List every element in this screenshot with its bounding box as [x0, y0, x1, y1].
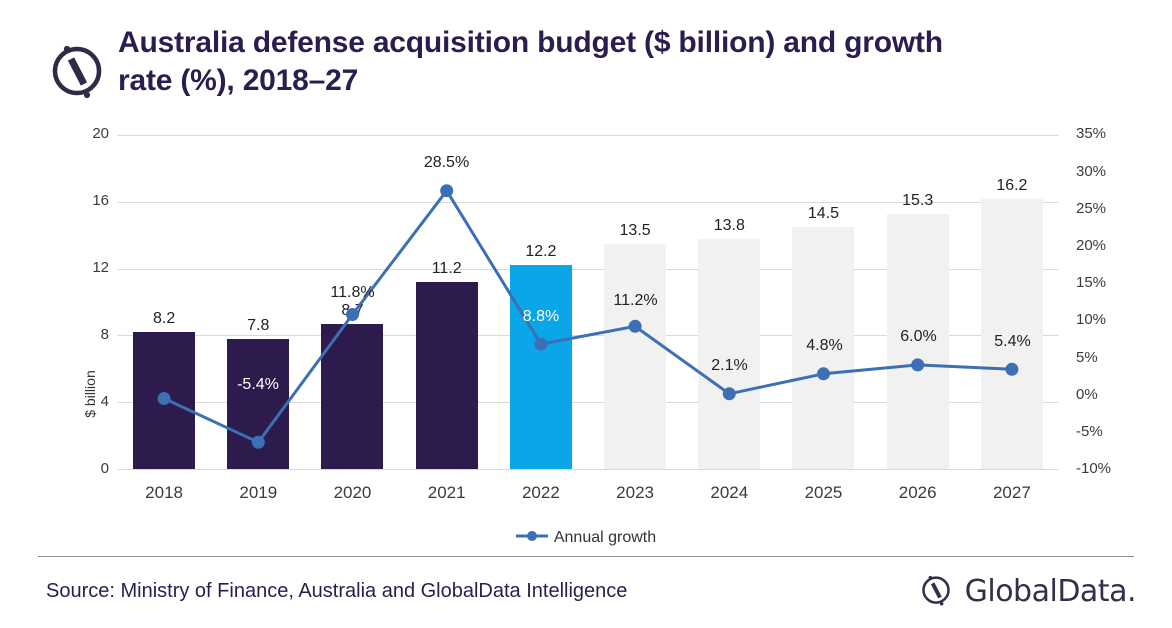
- bar-column-2026[interactable]: 15.3: [871, 135, 965, 469]
- growth-point-2021[interactable]: [440, 184, 454, 198]
- y2-tick-25: 25%: [1076, 200, 1107, 217]
- gridline-4: [117, 402, 1059, 404]
- bar-2023[interactable]: [604, 243, 666, 469]
- growth-point-2020[interactable]: [346, 308, 359, 321]
- growth-point-2027[interactable]: [1005, 362, 1019, 376]
- y2-tick-neg5: -5%: [1076, 422, 1103, 440]
- bar-2020[interactable]: [321, 323, 384, 469]
- globaldata-wordmark: GlobalData.: [964, 573, 1137, 609]
- legend-label-annual-growth[interactable]: Annual growth: [553, 529, 657, 546]
- globaldata-logo: GlobalData.: [915, 568, 1137, 615]
- growth-label-2027: 5.4%: [994, 333, 1031, 350]
- growth-label-2024: 2.1%: [711, 357, 748, 374]
- bar-column-2024[interactable]: 13.8: [682, 135, 776, 469]
- x-label-2019: 2019: [239, 483, 278, 502]
- bar-label-2025: 14.5: [807, 205, 840, 222]
- growth-point-2026[interactable]: [911, 358, 925, 372]
- chart-area: $ billion 0 4 8 12 16 20 -10% -5% 0% 5% …: [0, 118, 1172, 548]
- growth-label-2025: 4.8%: [806, 337, 843, 354]
- bar-label-2018: 8.2: [152, 310, 176, 327]
- page-title: Australia defense acquisition budget ($ …: [118, 26, 943, 97]
- y2-tick-0: 0%: [1076, 385, 1098, 403]
- growth-line-series: [157, 184, 1019, 449]
- y-tick-4: 4: [100, 393, 109, 410]
- growth-label-2019: -5.4%: [237, 376, 279, 393]
- chart-header: Australia defense acquisition budget ($ …: [0, 0, 1172, 122]
- gridline-20: [117, 135, 1059, 136]
- y2-tick-15: 15%: [1076, 274, 1107, 292]
- bar-2027[interactable]: [980, 198, 1043, 469]
- line-marker-icon: [515, 529, 548, 548]
- bar-label-2022: 12.2: [525, 243, 557, 260]
- globaldata-mark-icon: [40, 32, 114, 106]
- bar-label-2026: 15.3: [902, 192, 934, 209]
- bar-label-2019: 7.8: [247, 317, 270, 334]
- growth-label-2020: 11.8%: [330, 284, 375, 301]
- x-label-2025: 2025: [804, 483, 843, 502]
- growth-label-2022: 8.8%: [522, 308, 560, 325]
- bar-column-2022[interactable]: 12.2: [494, 135, 588, 469]
- x-label-2024: 2024: [710, 483, 749, 502]
- x-label-2023: 2023: [616, 483, 654, 502]
- growth-point-2022[interactable]: [534, 337, 548, 351]
- growth-label-2021: 28.5%: [423, 154, 470, 171]
- y-tick-12: 12: [92, 259, 109, 276]
- bar-label-2021: 11.2: [431, 260, 462, 277]
- source-note: Source: Ministry of Finance, Australia a…: [46, 580, 628, 602]
- x-label-2021: 2021: [427, 483, 466, 502]
- growth-line: [162, 189, 1014, 444]
- y2-tick-5: 5%: [1076, 348, 1098, 366]
- growth-label-2026: 6.0%: [900, 328, 937, 345]
- y2-tick-30: 30%: [1076, 162, 1107, 180]
- bar-label-2023: 13.5: [619, 222, 651, 239]
- bar-column-2021[interactable]: 11.2: [400, 135, 494, 469]
- gridline-0: [117, 469, 1059, 470]
- globaldata-mark-icon: [915, 568, 957, 615]
- growth-point-2024[interactable]: [722, 387, 736, 401]
- gridline-16: [117, 201, 1059, 203]
- bar-column-2023[interactable]: 13.5: [588, 135, 682, 469]
- bar-column-2025[interactable]: 14.5: [776, 135, 870, 469]
- bar-column-2027[interactable]: 16.2: [965, 135, 1059, 469]
- bar-label-2027: 16.2: [996, 177, 1028, 194]
- plot-area: 8.2 7.8 8.7 11.2: [117, 135, 1059, 470]
- growth-point-2019[interactable]: [251, 435, 265, 449]
- chart-legend: Annual growth: [0, 523, 1172, 553]
- growth-point-2023[interactable]: [628, 319, 642, 333]
- x-label-2026: 2026: [898, 483, 937, 502]
- gridline-12: [117, 268, 1059, 270]
- bar-label-2024: 13.8: [713, 217, 745, 234]
- growth-markers: [157, 184, 1019, 449]
- bar-2026[interactable]: [886, 213, 949, 469]
- y-tick-16: 16: [92, 192, 109, 209]
- growth-point-2025[interactable]: [817, 367, 830, 381]
- y-tick-0: 0: [100, 460, 109, 477]
- bar-2024[interactable]: [698, 238, 761, 469]
- y2-tick-35: 35%: [1076, 125, 1107, 142]
- bar-series: 8.2 7.8 8.7 11.2: [117, 135, 1059, 469]
- footer-divider: [38, 556, 1134, 557]
- x-axis-labels: 2018 2019 2020 2021 2022 2023 2024 2025 …: [117, 483, 1059, 513]
- bar-2025[interactable]: [792, 226, 855, 469]
- chart-footer: Source: Ministry of Finance, Australia a…: [0, 556, 1172, 628]
- x-label-2022: 2022: [521, 483, 560, 502]
- bar-2022[interactable]: [509, 265, 572, 469]
- y2-tick-10: 10%: [1076, 311, 1107, 329]
- growth-point-2018[interactable]: [157, 392, 171, 405]
- y2-tick-20: 20%: [1076, 237, 1107, 255]
- x-label-2027: 2027: [992, 483, 1031, 502]
- bar-2021[interactable]: [415, 282, 478, 469]
- x-label-2020: 2020: [333, 483, 372, 502]
- growth-label-2023: 11.2%: [613, 292, 658, 309]
- y-tick-8: 8: [100, 326, 109, 343]
- y2-tick-neg10: -10%: [1076, 460, 1112, 477]
- y-tick-20: 20: [92, 125, 109, 142]
- x-label-2018: 2018: [145, 483, 183, 502]
